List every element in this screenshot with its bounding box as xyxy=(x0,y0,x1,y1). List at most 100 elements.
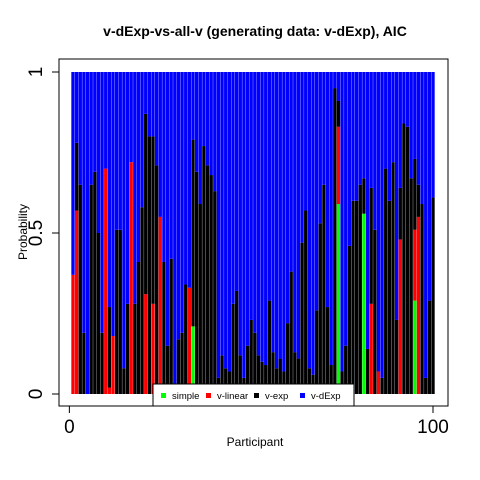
bar-segment-v-exp-participant-80 xyxy=(358,184,362,394)
bar-segment-v-exp-participant-57 xyxy=(274,368,279,394)
legend-label-simple: simple xyxy=(172,391,199,402)
bar-segment-v-linear-participant-12 xyxy=(111,336,115,394)
bar-segment-v-dExp-participant-43 xyxy=(224,72,228,369)
bar-segment-v-linear-participant-95 xyxy=(413,229,417,301)
bar-segment-v-exp-participant-90 xyxy=(394,319,399,394)
bar-segment-v-dExp-participant-59 xyxy=(282,72,286,372)
bar-segment-v-dExp-participant-18 xyxy=(133,72,137,304)
bar-segment-v-dExp-participant-85 xyxy=(376,72,381,372)
bar-segment-v-linear-participant-23 xyxy=(151,303,155,394)
bar-segment-v-dExp-participant-53 xyxy=(260,72,264,362)
bar-segment-v-dExp-participant-13 xyxy=(114,72,119,230)
bar-segment-v-linear-participant-2 xyxy=(74,210,79,394)
bar-segment-v-exp-participant-79 xyxy=(354,200,359,394)
bar-segment-v-exp-participant-58 xyxy=(278,358,282,394)
bar-segment-v-dExp-participant-73 xyxy=(333,72,337,89)
bar-segment-v-exp-participant-8 xyxy=(96,233,101,394)
bar-segment-v-exp-participant-63 xyxy=(296,358,301,394)
bar-segment-v-exp-participant-71 xyxy=(325,307,330,394)
bar-segment-v-dExp-participant-16 xyxy=(125,72,130,304)
bar-segment-v-exp-participant-87 xyxy=(384,168,388,394)
bar-segment-v-exp-participant-65 xyxy=(304,210,308,394)
bar-segment-v-dExp-participant-45 xyxy=(231,72,235,304)
x-tick-label: 0 xyxy=(64,417,75,438)
bar-segment-v-exp-participant-6 xyxy=(89,184,93,394)
bar-segment-v-exp-participant-28 xyxy=(169,258,173,394)
bar-segment-v-dExp-participant-54 xyxy=(264,72,268,366)
bar-segment-v-exp-participant-68 xyxy=(314,310,319,394)
bar-segment-v-dExp-participant-62 xyxy=(293,72,297,353)
bar-segment-v-dExp-participant-21 xyxy=(144,72,148,114)
bar-segment-v-exp-participant-81 xyxy=(362,178,366,214)
bar-segment-v-exp-participant-73 xyxy=(333,88,337,394)
bar-segment-v-exp-participant-54 xyxy=(264,365,268,394)
bar-segment-v-exp-participant-75 xyxy=(340,371,344,394)
bar-segment-v-exp-participant-43 xyxy=(224,368,228,394)
bar-segment-v-dExp-participant-35 xyxy=(194,72,199,172)
bar-segment-v-dExp-participant-27 xyxy=(165,72,170,346)
bar-segment-v-exp-participant-39 xyxy=(209,175,213,394)
bar-segment-v-exp-participant-97 xyxy=(420,204,424,394)
chart-title: v-dExp-vs-all-v (generating data: v-dExp… xyxy=(103,23,407,39)
bar-segment-v-linear-participant-11 xyxy=(107,387,112,394)
bar-segment-v-dExp-participant-91 xyxy=(398,72,402,188)
bar-segment-v-dExp-participant-87 xyxy=(384,72,388,169)
bar-segment-v-exp-participant-26 xyxy=(162,261,166,394)
bar-segment-v-exp-participant-78 xyxy=(351,200,355,394)
bar-segment-v-exp-participant-4 xyxy=(82,332,86,394)
bar-segment-v-exp-participant-60 xyxy=(285,323,290,394)
bar-segment-v-dExp-participant-51 xyxy=(253,72,257,333)
bar-segment-v-exp-participant-30 xyxy=(176,339,181,394)
bar-segment-v-dExp-participant-34 xyxy=(191,72,195,140)
bar-segment-v-dExp-participant-37 xyxy=(202,72,206,147)
bar-segment-v-dExp-participant-82 xyxy=(365,72,370,349)
bar-segment-v-exp-participant-88 xyxy=(387,200,392,394)
bar-segment-v-exp-participant-96 xyxy=(416,184,421,217)
bar-segment-v-dExp-participant-58 xyxy=(278,72,282,359)
bar-segment-v-dExp-participant-96 xyxy=(416,72,421,185)
bar-segment-v-linear-participant-21 xyxy=(144,294,148,394)
bar-segment-v-exp-participant-11 xyxy=(107,307,112,388)
bar-segment-v-exp-participant-35 xyxy=(194,171,199,394)
legend-swatch-v-dExp xyxy=(300,393,305,398)
bar-segment-v-dExp-participant-2 xyxy=(74,72,79,143)
bar-segment-v-exp-participant-2 xyxy=(74,142,79,211)
bar-segment-v-exp-participant-45 xyxy=(231,303,235,394)
bar-segment-v-exp-participant-21 xyxy=(144,113,148,295)
legend-label-v-dExp: v-dExp xyxy=(311,391,341,402)
legend-box xyxy=(152,383,355,407)
bar-segment-v-exp-participant-70 xyxy=(322,184,326,394)
legend-swatch-v-exp xyxy=(254,393,259,398)
bars-layer xyxy=(71,72,435,395)
bar-segment-v-dExp-participant-100 xyxy=(431,72,435,198)
bar-segment-v-exp-participant-20 xyxy=(140,207,144,394)
bar-segment-simple-participant-34 xyxy=(191,326,195,394)
bar-segment-v-exp-participant-18 xyxy=(133,303,137,394)
x-axis-label: Participant xyxy=(227,435,284,449)
bar-segment-v-exp-participant-84 xyxy=(373,229,377,394)
bar-segment-v-dExp-participant-47 xyxy=(238,72,242,356)
bar-segment-v-exp-participant-77 xyxy=(347,245,352,394)
bar-segment-v-linear-participant-33 xyxy=(187,287,192,391)
bar-segment-v-exp-participant-16 xyxy=(125,303,130,394)
bar-segment-v-exp-participant-15 xyxy=(122,368,126,394)
bar-segment-v-exp-participant-32 xyxy=(184,284,188,394)
bar-segment-v-exp-participant-64 xyxy=(300,242,304,394)
bar-segment-v-dExp-participant-94 xyxy=(409,72,413,179)
bar-segment-v-exp-participant-34 xyxy=(191,139,195,327)
bar-segment-v-dExp-participant-49 xyxy=(245,72,250,346)
bar-segment-v-exp-participant-98 xyxy=(424,377,428,394)
bar-segment-v-dExp-participant-68 xyxy=(314,72,319,311)
bar-segment-v-linear-participant-91 xyxy=(398,239,402,394)
bar-segment-v-exp-participant-100 xyxy=(431,197,435,394)
bar-segment-v-linear-participant-85 xyxy=(376,371,381,394)
bar-segment-v-dExp-participant-80 xyxy=(358,72,362,185)
bar-segment-v-exp-participant-51 xyxy=(253,332,257,394)
bar-segment-v-dExp-participant-25 xyxy=(158,72,162,217)
bar-segment-v-exp-participant-56 xyxy=(271,352,275,394)
bar-segment-v-dExp-participant-40 xyxy=(213,72,217,192)
bar-segment-v-exp-participant-62 xyxy=(293,352,297,394)
bar-segment-v-linear-participant-17 xyxy=(129,162,133,394)
bar-segment-v-dExp-participant-26 xyxy=(162,72,166,262)
bar-segment-v-linear-participant-83 xyxy=(369,303,373,394)
